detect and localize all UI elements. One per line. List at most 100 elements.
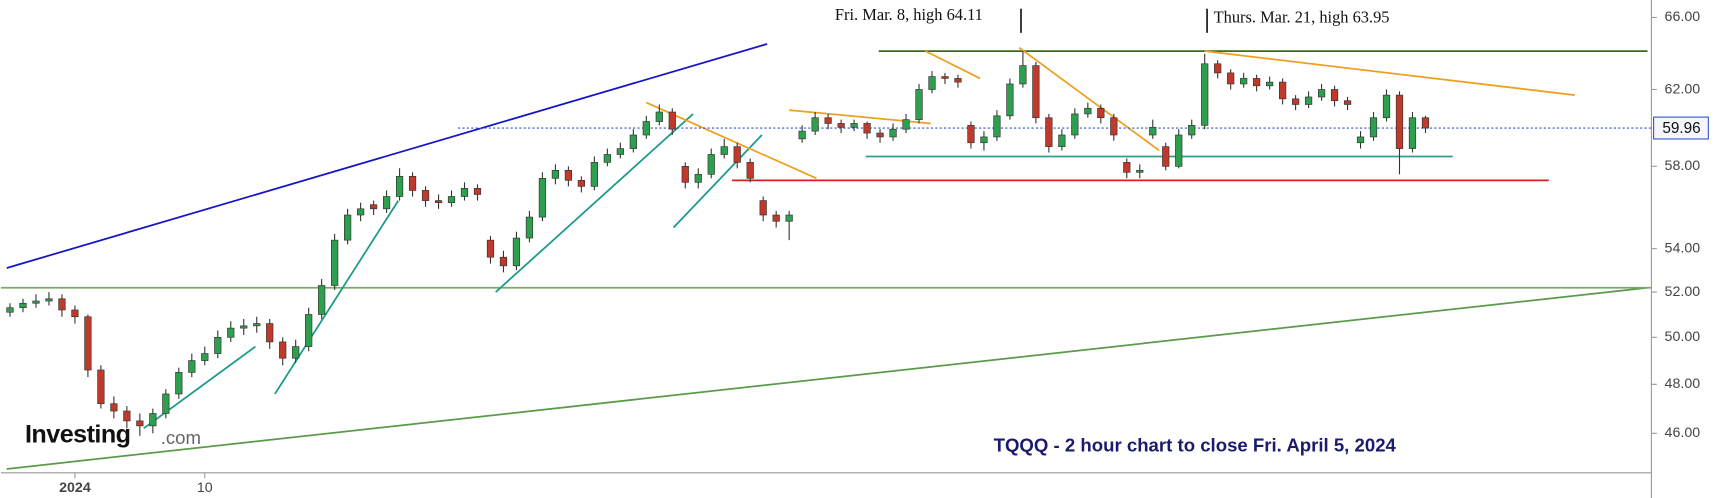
- candle-body: [746, 162, 754, 179]
- annotation: Fri. Mar. 8, high 64.11: [835, 5, 983, 24]
- candle-body: [772, 214, 780, 222]
- y-tick-label: 54.00: [1665, 240, 1701, 256]
- candle-body: [967, 125, 975, 144]
- candle-body: [1253, 78, 1261, 87]
- trendline: [672, 134, 763, 229]
- trendline: [6, 286, 1648, 470]
- candle-body: [1084, 107, 1092, 115]
- candle-body: [980, 136, 988, 144]
- candle-body: [954, 78, 962, 83]
- candle-body: [1136, 169, 1144, 173]
- x-tick-label: 10: [197, 480, 213, 496]
- candle-body: [447, 196, 456, 203]
- candle-body: [1356, 136, 1365, 144]
- candle-body: [1123, 162, 1131, 173]
- candle-body: [681, 166, 689, 183]
- candle-body: [1058, 134, 1066, 147]
- candle-body: [629, 134, 637, 149]
- candle-body: [1266, 81, 1274, 87]
- candle-body: [279, 341, 287, 359]
- candle-body: [1279, 81, 1287, 100]
- candle-body: [214, 336, 222, 354]
- candle-body: [889, 128, 897, 138]
- candle-body: [811, 117, 819, 132]
- candle-body: [1097, 107, 1105, 119]
- candle-body: [408, 175, 417, 191]
- candle-body: [369, 204, 378, 210]
- candle-body: [525, 216, 534, 239]
- candle-body: [733, 146, 741, 163]
- x-tick-label: 2024: [59, 480, 91, 496]
- candle-body: [1188, 125, 1196, 136]
- candle-body: [1369, 117, 1378, 138]
- candle-body: [357, 208, 365, 216]
- candle-body: [1304, 96, 1313, 105]
- y-tick-label: 66.00: [1665, 9, 1701, 25]
- candle-body: [19, 302, 27, 309]
- candle-body: [1110, 117, 1118, 136]
- candle-body: [110, 403, 118, 412]
- candle-body: [253, 323, 261, 327]
- y-tick-label: 46.00: [1665, 425, 1701, 441]
- candle-body: [486, 239, 495, 258]
- candle-body: [928, 76, 936, 90]
- candle-body: [941, 76, 949, 79]
- trendline: [143, 345, 256, 430]
- last-price-box: [1653, 116, 1709, 140]
- candle-body: [603, 154, 611, 163]
- candle-body: [240, 325, 248, 329]
- candle-body: [318, 285, 326, 315]
- candle-body: [499, 256, 508, 267]
- y-tick-label: 50.00: [1665, 329, 1701, 345]
- candle-body: [382, 196, 391, 210]
- candle-body: [1214, 63, 1222, 74]
- candle-body: [1291, 98, 1300, 105]
- candle-body: [1382, 94, 1391, 119]
- candle-body: [902, 119, 910, 130]
- candle-body: [227, 327, 235, 338]
- candle-body: [305, 314, 313, 347]
- candle-body: [175, 372, 183, 395]
- candle-body: [564, 169, 573, 181]
- candle-body: [1240, 78, 1248, 85]
- candle-body: [1201, 63, 1209, 126]
- candle-body: [759, 200, 767, 216]
- candle-body: [473, 188, 482, 195]
- candle-body: [1227, 72, 1235, 85]
- candle-body: [421, 190, 430, 201]
- candle-body: [188, 360, 196, 373]
- candle-body: [162, 393, 170, 414]
- candle-body: [292, 346, 300, 359]
- trendline: [1018, 46, 1160, 152]
- candle-body: [1395, 94, 1404, 149]
- candle-body: [863, 123, 871, 134]
- y-tick-label: 58.00: [1665, 158, 1701, 174]
- candle-body: [876, 132, 884, 138]
- candle-body: [123, 410, 131, 422]
- candle-body: [616, 148, 624, 155]
- y-tick-label: 48.00: [1665, 376, 1701, 392]
- candle-body: [1045, 117, 1053, 147]
- candle-body: [1317, 89, 1326, 98]
- trendline: [1204, 50, 1575, 96]
- annotation: Thurs. Mar. 21, high 63.95: [1214, 7, 1390, 26]
- candle-body: [668, 111, 676, 130]
- candle-body: [32, 300, 40, 304]
- candle-body: [331, 239, 339, 286]
- candle-body: [551, 169, 560, 179]
- candle-body: [1421, 117, 1430, 129]
- candle-body: [84, 316, 92, 371]
- candle-body: [850, 123, 858, 128]
- candle-body: [266, 323, 274, 343]
- candle-body: [707, 154, 715, 175]
- candle-body: [1019, 65, 1027, 85]
- last-price-label: 59.96: [1662, 120, 1700, 137]
- candle-body: [720, 146, 728, 155]
- candle-body: [1162, 146, 1170, 167]
- candle-body: [577, 179, 585, 187]
- candle-body: [512, 237, 521, 267]
- trendline: [495, 113, 694, 293]
- candle-body: [915, 89, 923, 120]
